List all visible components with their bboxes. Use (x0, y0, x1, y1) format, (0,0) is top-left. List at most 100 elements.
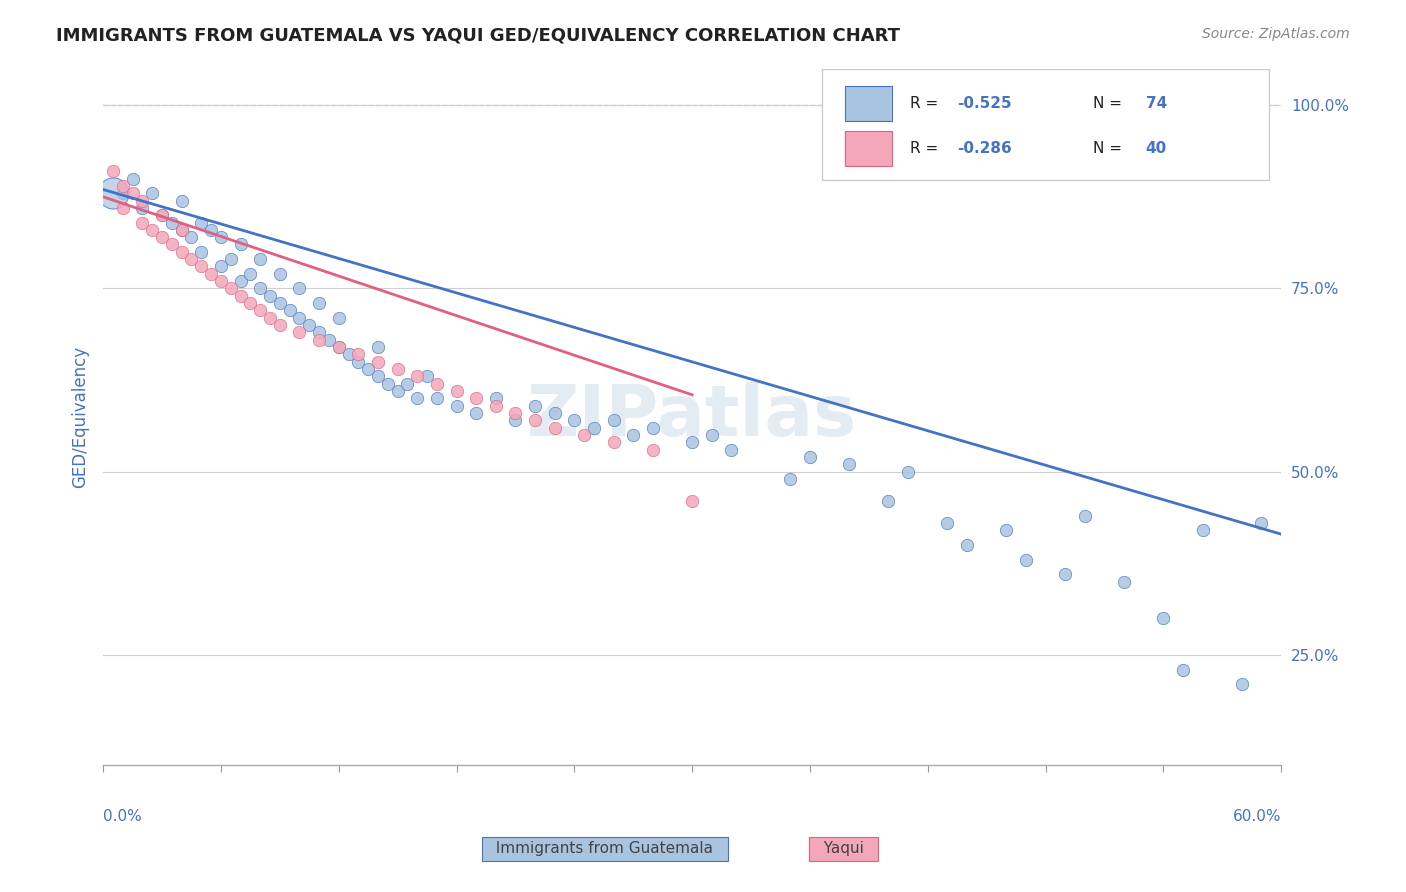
Point (298, 318, 321, 333)
Point (621, 428, 644, 442)
Text: IMMIGRANTS FROM GUATEMALA VS YAQUI GED/EQUIVALENCY CORRELATION CHART: IMMIGRANTS FROM GUATEMALA VS YAQUI GED/E… (56, 27, 900, 45)
Text: Source: ZipAtlas.com: Source: ZipAtlas.com (1202, 27, 1350, 41)
Point (170, 223, 193, 237)
Point (170, 244, 193, 259)
Point (111, 201, 134, 215)
Text: -0.525: -0.525 (957, 95, 1012, 111)
Point (406, 392, 429, 406)
Point (288, 326, 311, 340)
Text: Yaqui: Yaqui (814, 841, 873, 856)
Point (209, 274, 232, 288)
Point (249, 303, 271, 318)
Point (524, 399, 547, 413)
Point (505, 406, 527, 420)
Point (190, 244, 212, 259)
Point (1112, 574, 1135, 589)
Point (111, 186, 134, 201)
Point (239, 296, 262, 310)
Point (641, 442, 664, 457)
Point (1230, 677, 1253, 691)
Point (190, 260, 212, 274)
Point (269, 267, 291, 281)
Point (150, 230, 173, 244)
Point (357, 362, 380, 376)
Y-axis label: GED/Equivalency: GED/Equivalency (72, 346, 89, 488)
Bar (845, 86, 893, 120)
Point (219, 281, 242, 295)
Bar (845, 131, 893, 166)
Point (259, 310, 281, 325)
Point (720, 442, 742, 457)
Point (269, 296, 291, 310)
Point (367, 369, 389, 384)
Point (131, 215, 153, 229)
Point (416, 369, 439, 384)
Point (485, 392, 508, 406)
Point (779, 472, 801, 486)
Point (141, 223, 163, 237)
Point (328, 340, 350, 354)
Point (180, 230, 202, 244)
Point (426, 392, 449, 406)
Point (259, 289, 281, 303)
Point (209, 230, 232, 244)
Point (838, 458, 860, 472)
Point (799, 450, 821, 464)
Point (170, 194, 193, 208)
Text: 60.0%: 60.0% (1233, 809, 1281, 824)
Point (160, 215, 183, 229)
Point (406, 369, 429, 384)
Point (170, 223, 193, 237)
Point (229, 274, 252, 288)
Point (1074, 508, 1097, 523)
Text: 74: 74 (1146, 95, 1167, 111)
Point (681, 494, 703, 508)
Point (249, 252, 271, 267)
Point (121, 171, 143, 186)
Point (131, 194, 153, 208)
Point (209, 260, 232, 274)
Point (387, 384, 409, 399)
Text: 40: 40 (1146, 141, 1167, 156)
Point (524, 413, 547, 427)
Point (150, 208, 173, 222)
Point (229, 289, 252, 303)
Point (308, 296, 330, 310)
FancyBboxPatch shape (821, 69, 1270, 180)
Point (562, 413, 585, 427)
Point (141, 186, 163, 201)
Point (485, 399, 508, 413)
Point (278, 303, 301, 318)
Point (190, 215, 212, 229)
Point (582, 421, 605, 435)
Point (700, 428, 723, 442)
Text: R =: R = (910, 95, 943, 111)
Point (936, 516, 959, 530)
Point (269, 318, 291, 333)
Point (367, 340, 389, 354)
Point (877, 494, 900, 508)
Point (308, 333, 330, 347)
Point (219, 252, 242, 267)
Point (505, 413, 527, 427)
Point (1054, 567, 1077, 582)
Point (150, 208, 173, 222)
Point (446, 384, 468, 399)
Point (200, 223, 222, 237)
Text: ZIPatlas: ZIPatlas (527, 383, 858, 451)
Point (288, 281, 311, 295)
Point (1015, 553, 1038, 567)
Point (426, 376, 449, 391)
Point (387, 362, 409, 376)
Text: R =: R = (910, 141, 943, 156)
Point (956, 538, 979, 552)
Point (995, 524, 1018, 538)
Text: N =: N = (1092, 95, 1126, 111)
Point (239, 267, 262, 281)
Point (249, 281, 271, 295)
Point (131, 201, 153, 215)
Point (180, 252, 202, 267)
Point (641, 421, 664, 435)
Point (347, 355, 370, 369)
Point (396, 376, 419, 391)
